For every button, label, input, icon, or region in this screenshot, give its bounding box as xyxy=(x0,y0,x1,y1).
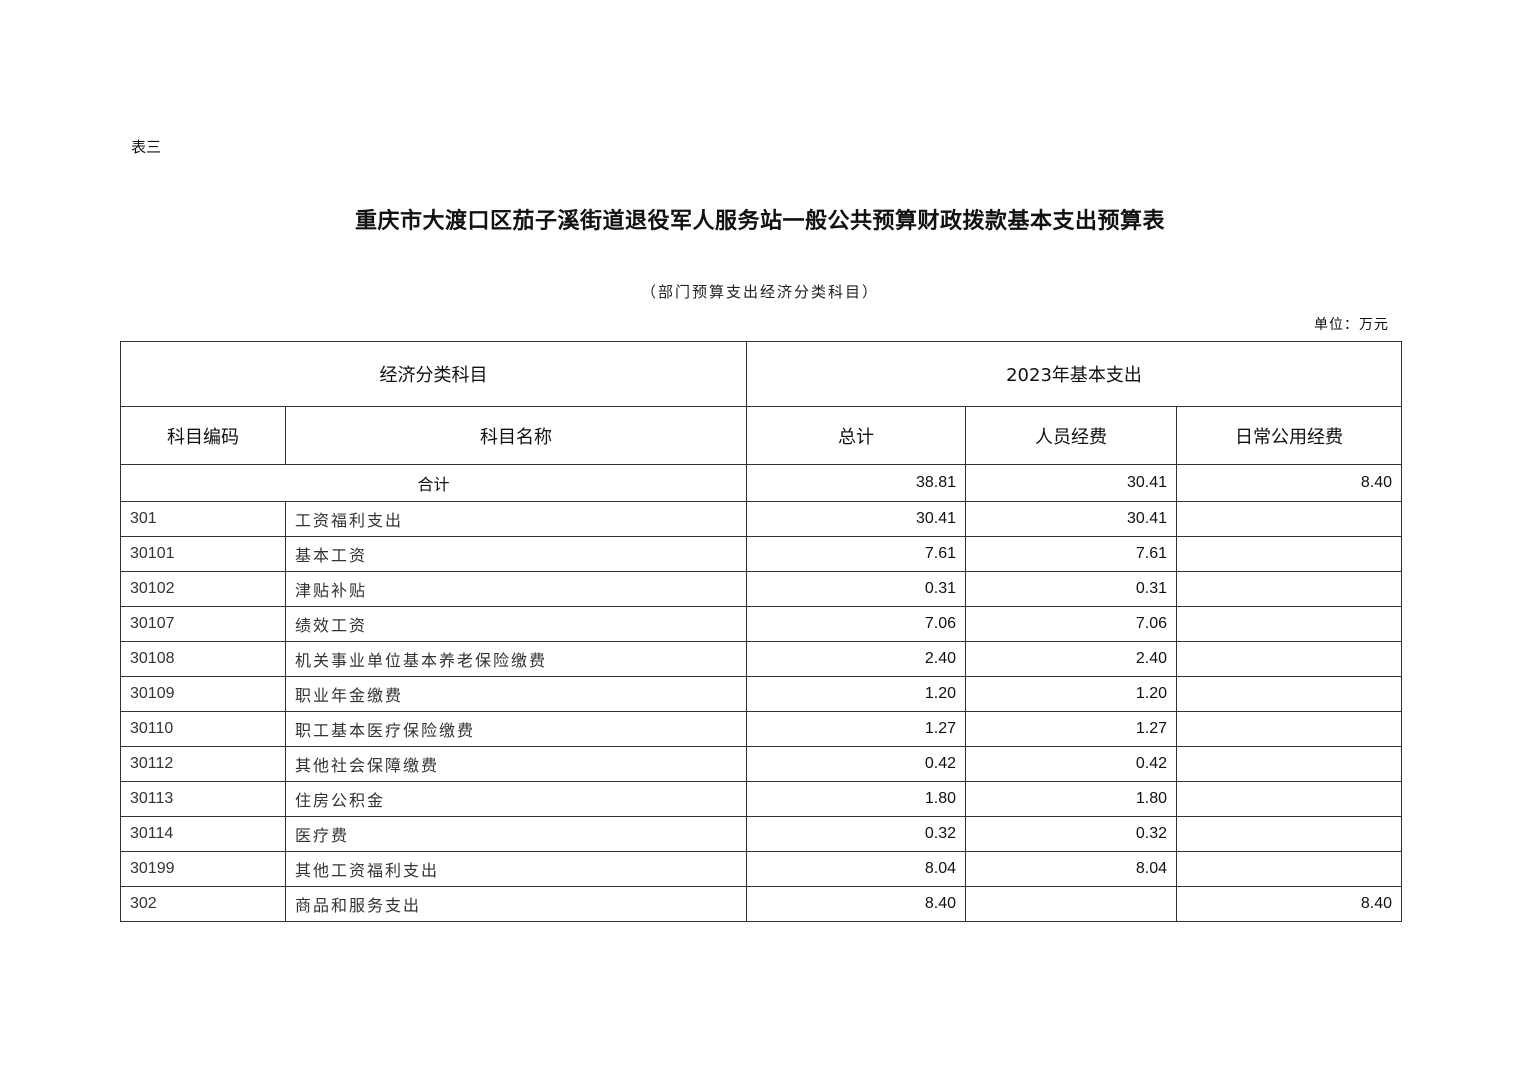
cell-total: 7.06 xyxy=(746,606,966,642)
cell-name: 津贴补贴 xyxy=(285,571,747,607)
total-public: 8.40 xyxy=(1175,464,1403,502)
cell-personnel: 7.06 xyxy=(965,606,1177,642)
cell-code: 302 xyxy=(120,886,286,922)
cell-name: 其他工资福利支出 xyxy=(285,851,747,887)
table-row: 30199 其他工资福利支出 8.04 8.04 xyxy=(120,851,1403,887)
cell-public xyxy=(1175,676,1403,712)
cell-code: 30108 xyxy=(120,641,286,677)
cell-total: 1.20 xyxy=(746,676,966,712)
cell-name: 机关事业单位基本养老保险缴费 xyxy=(285,641,747,677)
table-row: 302 商品和服务支出 8.40 8.40 xyxy=(120,886,1403,922)
cell-total: 0.42 xyxy=(746,746,966,782)
cell-code: 30101 xyxy=(120,536,286,572)
table-row: 30113 住房公积金 1.80 1.80 xyxy=(120,781,1403,817)
cell-personnel: 1.80 xyxy=(965,781,1177,817)
col-header-public: 日常公用经费 xyxy=(1175,406,1403,465)
cell-code: 30110 xyxy=(120,711,286,747)
table-row: 30102 津贴补贴 0.31 0.31 xyxy=(120,571,1403,607)
cell-total: 1.80 xyxy=(746,781,966,817)
cell-name: 基本工资 xyxy=(285,536,747,572)
cell-name: 绩效工资 xyxy=(285,606,747,642)
cell-personnel: 1.27 xyxy=(965,711,1177,747)
cell-code: 30114 xyxy=(120,816,286,852)
cell-name: 职业年金缴费 xyxy=(285,676,747,712)
cell-name: 其他社会保障缴费 xyxy=(285,746,747,782)
cell-public xyxy=(1175,816,1403,852)
col-header-personnel: 人员经费 xyxy=(965,406,1177,465)
cell-name: 住房公积金 xyxy=(285,781,747,817)
cell-personnel: 1.20 xyxy=(965,676,1177,712)
cell-total: 1.27 xyxy=(746,711,966,747)
cell-total: 8.40 xyxy=(746,886,966,922)
table-row: 30110 职工基本医疗保险缴费 1.27 1.27 xyxy=(120,711,1403,747)
cell-personnel: 0.31 xyxy=(965,571,1177,607)
cell-total: 2.40 xyxy=(746,641,966,677)
column-header-row: 科目编码 科目名称 总计 人员经费 日常公用经费 xyxy=(120,406,1403,465)
table-row: 30107 绩效工资 7.06 7.06 xyxy=(120,606,1403,642)
cell-name: 工资福利支出 xyxy=(285,501,747,537)
cell-personnel: 30.41 xyxy=(965,501,1177,537)
cell-personnel: 0.42 xyxy=(965,746,1177,782)
cell-personnel: 7.61 xyxy=(965,536,1177,572)
cell-total: 0.32 xyxy=(746,816,966,852)
total-label: 合计 xyxy=(120,464,747,502)
total-total: 38.81 xyxy=(746,464,966,502)
cell-code: 30102 xyxy=(120,571,286,607)
cell-name: 医疗费 xyxy=(285,816,747,852)
cell-code: 30199 xyxy=(120,851,286,887)
table-row: 30114 医疗费 0.32 0.32 xyxy=(120,816,1403,852)
table-row: 30112 其他社会保障缴费 0.42 0.42 xyxy=(120,746,1403,782)
table-row: 30108 机关事业单位基本养老保险缴费 2.40 2.40 xyxy=(120,641,1403,677)
table-row: 30109 职业年金缴费 1.20 1.20 xyxy=(120,676,1403,712)
cell-code: 301 xyxy=(120,501,286,537)
total-personnel: 30.41 xyxy=(965,464,1177,502)
cell-code: 30107 xyxy=(120,606,286,642)
group-header-2023: 2023年基本支出 xyxy=(745,341,1403,407)
cell-personnel: 8.04 xyxy=(965,851,1177,887)
col-header-code: 科目编码 xyxy=(120,406,286,465)
cell-code: 30112 xyxy=(120,746,286,782)
col-header-total: 总计 xyxy=(746,406,966,465)
cell-public xyxy=(1175,501,1403,537)
cell-public xyxy=(1175,571,1403,607)
table-row: 30101 基本工资 7.61 7.61 xyxy=(120,536,1403,572)
cell-public: 8.40 xyxy=(1175,886,1403,922)
cell-personnel: 0.32 xyxy=(965,816,1177,852)
cell-code: 30109 xyxy=(120,676,286,712)
cell-public xyxy=(1175,536,1403,572)
doc-label: 表三 xyxy=(131,138,162,156)
group-header-economic: 经济分类科目 xyxy=(120,341,747,407)
page-subtitle: （部门预算支出经济分类科目） xyxy=(640,283,879,301)
cell-public xyxy=(1175,851,1403,887)
col-header-name: 科目名称 xyxy=(285,406,747,465)
group-header-row: 经济分类科目 2023年基本支出 xyxy=(120,341,1403,407)
cell-public xyxy=(1175,641,1403,677)
table-row: 301 工资福利支出 30.41 30.41 xyxy=(120,501,1403,537)
page-title: 重庆市大渡口区茄子溪街道退役军人服务站一般公共预算财政拨款基本支出预算表 xyxy=(354,208,1165,234)
cell-public xyxy=(1175,606,1403,642)
cell-total: 30.41 xyxy=(746,501,966,537)
cell-public xyxy=(1175,746,1403,782)
cell-public xyxy=(1175,711,1403,747)
cell-name: 商品和服务支出 xyxy=(285,886,747,922)
cell-personnel xyxy=(965,886,1177,922)
total-row: 合计 38.81 30.41 8.40 xyxy=(120,464,1403,502)
cell-total: 8.04 xyxy=(746,851,966,887)
cell-public xyxy=(1175,781,1403,817)
cell-total: 7.61 xyxy=(746,536,966,572)
cell-personnel: 2.40 xyxy=(965,641,1177,677)
unit-label: 单位：万元 xyxy=(1314,317,1389,333)
cell-code: 30113 xyxy=(120,781,286,817)
budget-table: 经济分类科目 2023年基本支出 科目编码 科目名称 总计 人员经费 日常公用经… xyxy=(120,341,1403,922)
cell-name: 职工基本医疗保险缴费 xyxy=(285,711,747,747)
cell-total: 0.31 xyxy=(746,571,966,607)
